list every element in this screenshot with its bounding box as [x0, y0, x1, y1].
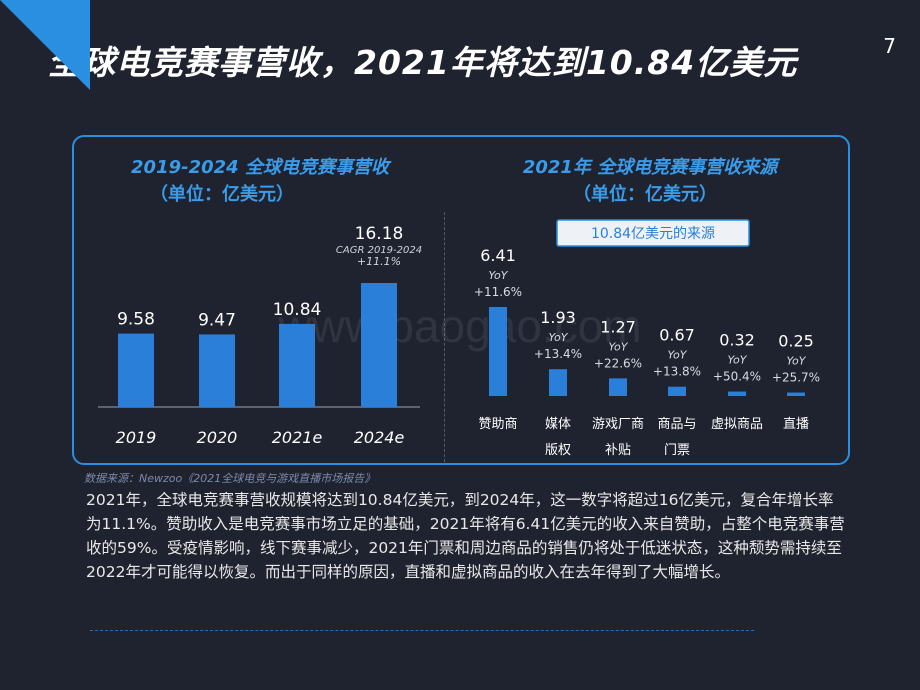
left-bar-2021e — [279, 323, 315, 407]
left-category-label: 2021e — [272, 428, 323, 447]
right-category-label: 商品与 — [657, 417, 696, 432]
yoy-value: +25.7% — [772, 371, 820, 385]
corner-triangle — [0, 0, 90, 90]
yoy-value: +13.8% — [653, 365, 701, 379]
left-value-label: 10.84 — [273, 300, 322, 320]
chart-panel — [72, 135, 850, 465]
left-bar-2019 — [118, 333, 154, 407]
right-category-label: 补贴 — [605, 443, 631, 458]
right-category-label: 版权 — [545, 442, 571, 458]
left-bar-2020 — [199, 334, 235, 407]
right-chart-title: 2021年 全球电竞赛事营收来源 — [522, 157, 778, 178]
cagr-annotation-value: +11.1% — [357, 255, 401, 268]
panel-divider — [444, 212, 445, 462]
right-category-label: 媒体 — [545, 417, 571, 432]
right-value-label: 0.25 — [778, 332, 814, 351]
page-number: 7 — [883, 34, 896, 58]
right-bar-商品与门票 — [668, 386, 686, 396]
yoy-value: +11.6% — [474, 285, 522, 299]
right-bar-虚拟商品 — [728, 391, 746, 396]
right-category-label: 门票 — [664, 443, 690, 458]
right-value-label: 1.93 — [540, 308, 576, 327]
left-category-label: 2020 — [197, 428, 238, 447]
yoy-label: YoY — [728, 354, 748, 367]
left-value-label: 16.18 — [355, 224, 404, 244]
right-value-label: 6.41 — [480, 246, 516, 265]
yoy-label: YoY — [787, 355, 807, 368]
cagr-annotation-label: CAGR 2019-2024 — [336, 245, 422, 256]
right-category-label: 游戏厂商 — [592, 417, 644, 432]
source-note: 数据来源：Newzoo《2021全球电竞与游戏直播市场报告》 — [84, 472, 376, 485]
right-bar-游戏厂商补贴 — [609, 378, 627, 396]
page-title: 全球电竞赛事营收，2021年将达到10.84亿美元 — [48, 43, 798, 82]
left-value-label: 9.47 — [198, 310, 236, 330]
left-chart-subtitle: （单位：亿美元） — [150, 184, 294, 205]
yoy-label: YoY — [668, 349, 688, 362]
yoy-value: +50.4% — [713, 370, 761, 384]
yoy-label: YoY — [549, 331, 569, 344]
yoy-label: YoY — [609, 340, 629, 353]
right-value-label: 0.32 — [719, 331, 755, 350]
right-bar-赞助商 — [489, 307, 507, 396]
right-category-label: 虚拟商品 — [711, 417, 763, 432]
yoy-value: +22.6% — [594, 356, 642, 370]
left-chart-title: 2019-2024 全球电竞赛事营收 — [131, 157, 389, 178]
right-chart-subtitle: （单位：亿美元） — [573, 184, 717, 205]
source-badge-box — [556, 219, 750, 247]
right-category-label: 直播 — [783, 417, 809, 432]
right-category-label: 赞助商 — [478, 417, 517, 432]
left-category-label: 2019 — [116, 428, 157, 447]
summary-paragraph: 2021年，全球电竞赛事营收规模将达到10.84亿美元，到2024年，这一数字将… — [86, 491, 845, 581]
bottom-divider — [90, 630, 754, 631]
watermark: www.baogao.com — [277, 300, 641, 352]
right-bar-直播 — [787, 392, 805, 396]
source-badge-text: 10.84亿美元的来源 — [591, 226, 715, 242]
left-value-label: 9.58 — [117, 310, 155, 330]
right-value-label: 1.27 — [600, 317, 636, 336]
left-bar-2024e — [361, 283, 397, 407]
left-category-label: 2024e — [354, 428, 405, 447]
right-bar-媒体版权 — [549, 369, 567, 396]
yoy-value: +13.4% — [534, 347, 582, 361]
yoy-label: YoY — [489, 269, 509, 282]
right-value-label: 0.67 — [659, 326, 695, 345]
